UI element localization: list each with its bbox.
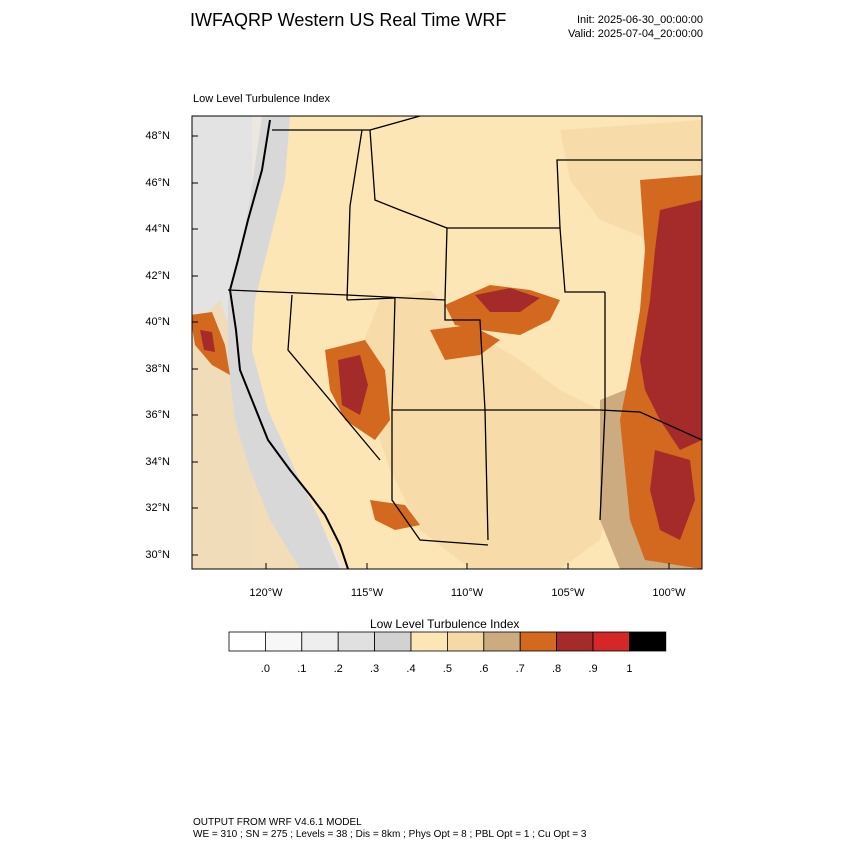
colorbar (228, 631, 667, 652)
lon-label: 105°W (551, 587, 585, 599)
colorbar-label: .2 (333, 663, 343, 675)
colorbar-label: .4 (406, 663, 416, 675)
lon-label: 100°W (652, 587, 686, 599)
colorbar-swatch (629, 631, 667, 652)
lat-label: 34°N (145, 456, 170, 468)
lat-label: 48°N (145, 130, 170, 142)
colorbar-swatch (446, 631, 485, 652)
lon-label: 120°W (249, 587, 283, 599)
page-title: IWFAQRP Western US Real Time WRF (190, 10, 507, 30)
colorbar-swatch (374, 631, 412, 652)
colorbar-label: .8 (552, 663, 562, 675)
run-times: Init: 2025-06-30_00:00:00 Valid: 2025-07… (568, 13, 703, 41)
red-nevada (338, 355, 368, 415)
lat-label: 44°N (145, 223, 170, 235)
colorbar-swatch (556, 631, 594, 652)
lat-label: 42°N (145, 270, 170, 282)
colorbar-label: .6 (479, 663, 489, 675)
lat-label: 36°N (145, 409, 170, 421)
tan-region-south (360, 290, 620, 569)
colorbar-swatch (337, 631, 376, 652)
colorbar-label: .5 (442, 663, 452, 675)
lon-label: 110°W (450, 587, 484, 599)
red-offshore (200, 330, 215, 352)
lat-label: 46°N (145, 177, 170, 189)
coastal-low-zone (228, 116, 340, 569)
valid-time: Valid: 2025-07-04_20:00:00 (568, 28, 703, 40)
colorbar-label: .7 (515, 663, 525, 675)
colorbar-label: .3 (370, 663, 380, 675)
colorbar-label: .1 (297, 663, 307, 675)
colorbar-swatch (592, 631, 630, 652)
colorbar-label: 1 (626, 663, 633, 675)
lat-label: 32°N (145, 502, 170, 514)
lat-ticks (192, 135, 198, 556)
coastline (228, 119, 349, 569)
field-label: Low Level Turbulence Index (193, 93, 330, 105)
colorbar-swatch (410, 631, 448, 652)
state-boundaries (227, 116, 702, 546)
footer-line-2: WE = 310 ; SN = 275 ; Levels = 38 ; Dis … (193, 829, 587, 840)
colorbar-swatch (264, 631, 303, 652)
footer-line-1: OUTPUT FROM WRF V4.6.1 MODEL (193, 817, 362, 828)
lat-label: 40°N (145, 316, 170, 328)
colorbar-title: Low Level Turbulence Index (370, 617, 520, 631)
lat-label: 30°N (145, 549, 170, 561)
orange-utah (430, 325, 500, 360)
colorbar-swatch (228, 631, 266, 652)
lon-ticks (265, 563, 670, 569)
lon-label: 115°W (350, 587, 384, 599)
colorbar-swatch (519, 631, 558, 652)
init-time: Init: 2025-06-30_00:00:00 (577, 14, 703, 26)
red-plains-south (650, 450, 695, 540)
colorbar-swatch (483, 631, 521, 652)
red-wyoming (475, 288, 540, 312)
colorbar-swatch (301, 631, 339, 652)
lat-label: 38°N (145, 363, 170, 375)
map-frame (191, 115, 703, 570)
colorbar-label: .9 (588, 663, 598, 675)
footer: OUTPUT FROM WRF V4.6.1 MODEL WE = 310 ; … (193, 817, 586, 841)
red-plains-north (640, 200, 702, 450)
map-fill (192, 116, 702, 569)
colorbar-label: .0 (260, 663, 270, 675)
